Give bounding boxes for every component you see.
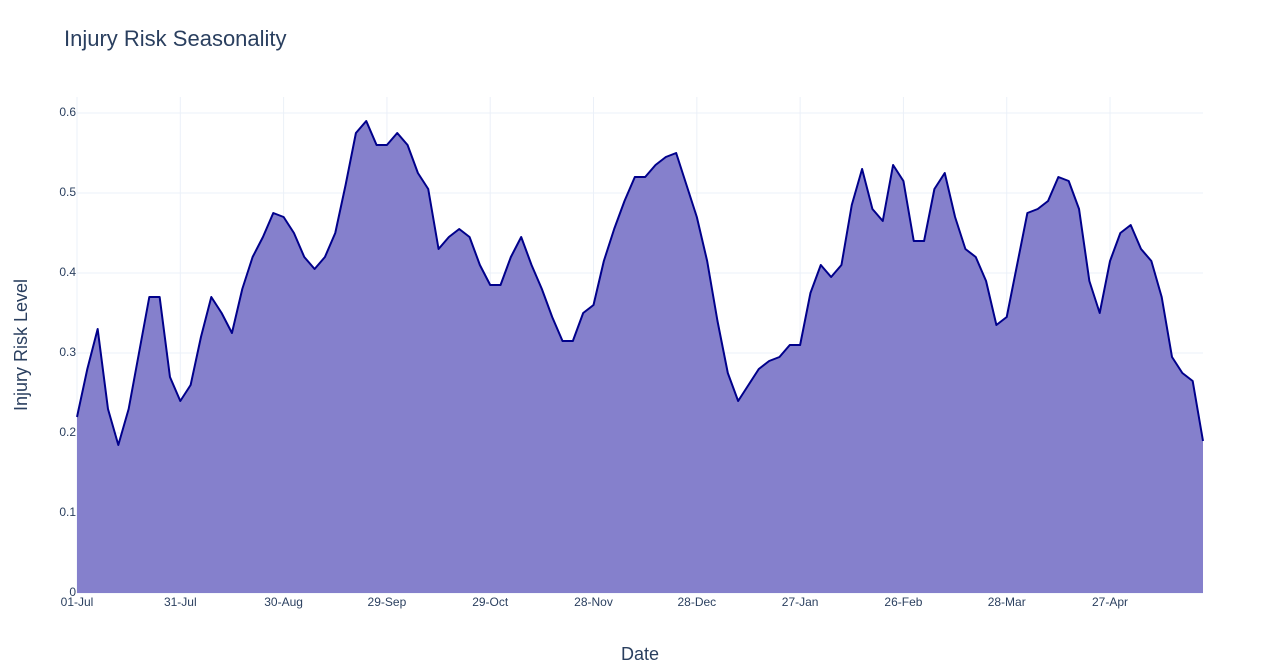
y-tick-label: 0.2 [59, 425, 76, 439]
chart-title: Injury Risk Seasonality [64, 26, 287, 51]
area-fill [77, 121, 1203, 593]
x-tick-label: 28-Nov [574, 595, 613, 609]
x-tick-label: 01-Jul [61, 595, 94, 609]
y-tick-label: 0.4 [59, 265, 76, 279]
y-axis-title: Injury Risk Level [11, 279, 31, 411]
x-tick-label: 31-Jul [164, 595, 197, 609]
y-tick-label: 0.3 [59, 345, 76, 359]
x-tick-label: 28-Dec [677, 595, 716, 609]
y-tick-label: 0.6 [59, 105, 76, 119]
x-tick-label: 27-Jan [782, 595, 819, 609]
area-line [76, 120, 1204, 446]
x-tick-label: 28-Mar [988, 595, 1026, 609]
y-tick-label: 0.5 [59, 185, 76, 199]
x-axis-title: Date [621, 644, 659, 664]
x-tick-label: 29-Sep [368, 595, 407, 609]
x-tick-label: 29-Oct [472, 595, 509, 609]
y-tick-label: 0.1 [59, 505, 76, 519]
y-tick-label: 0 [69, 585, 76, 599]
x-tick-label: 30-Aug [264, 595, 303, 609]
x-tick-label: 26-Feb [884, 595, 922, 609]
x-tick-label: 27-Apr [1092, 595, 1128, 609]
